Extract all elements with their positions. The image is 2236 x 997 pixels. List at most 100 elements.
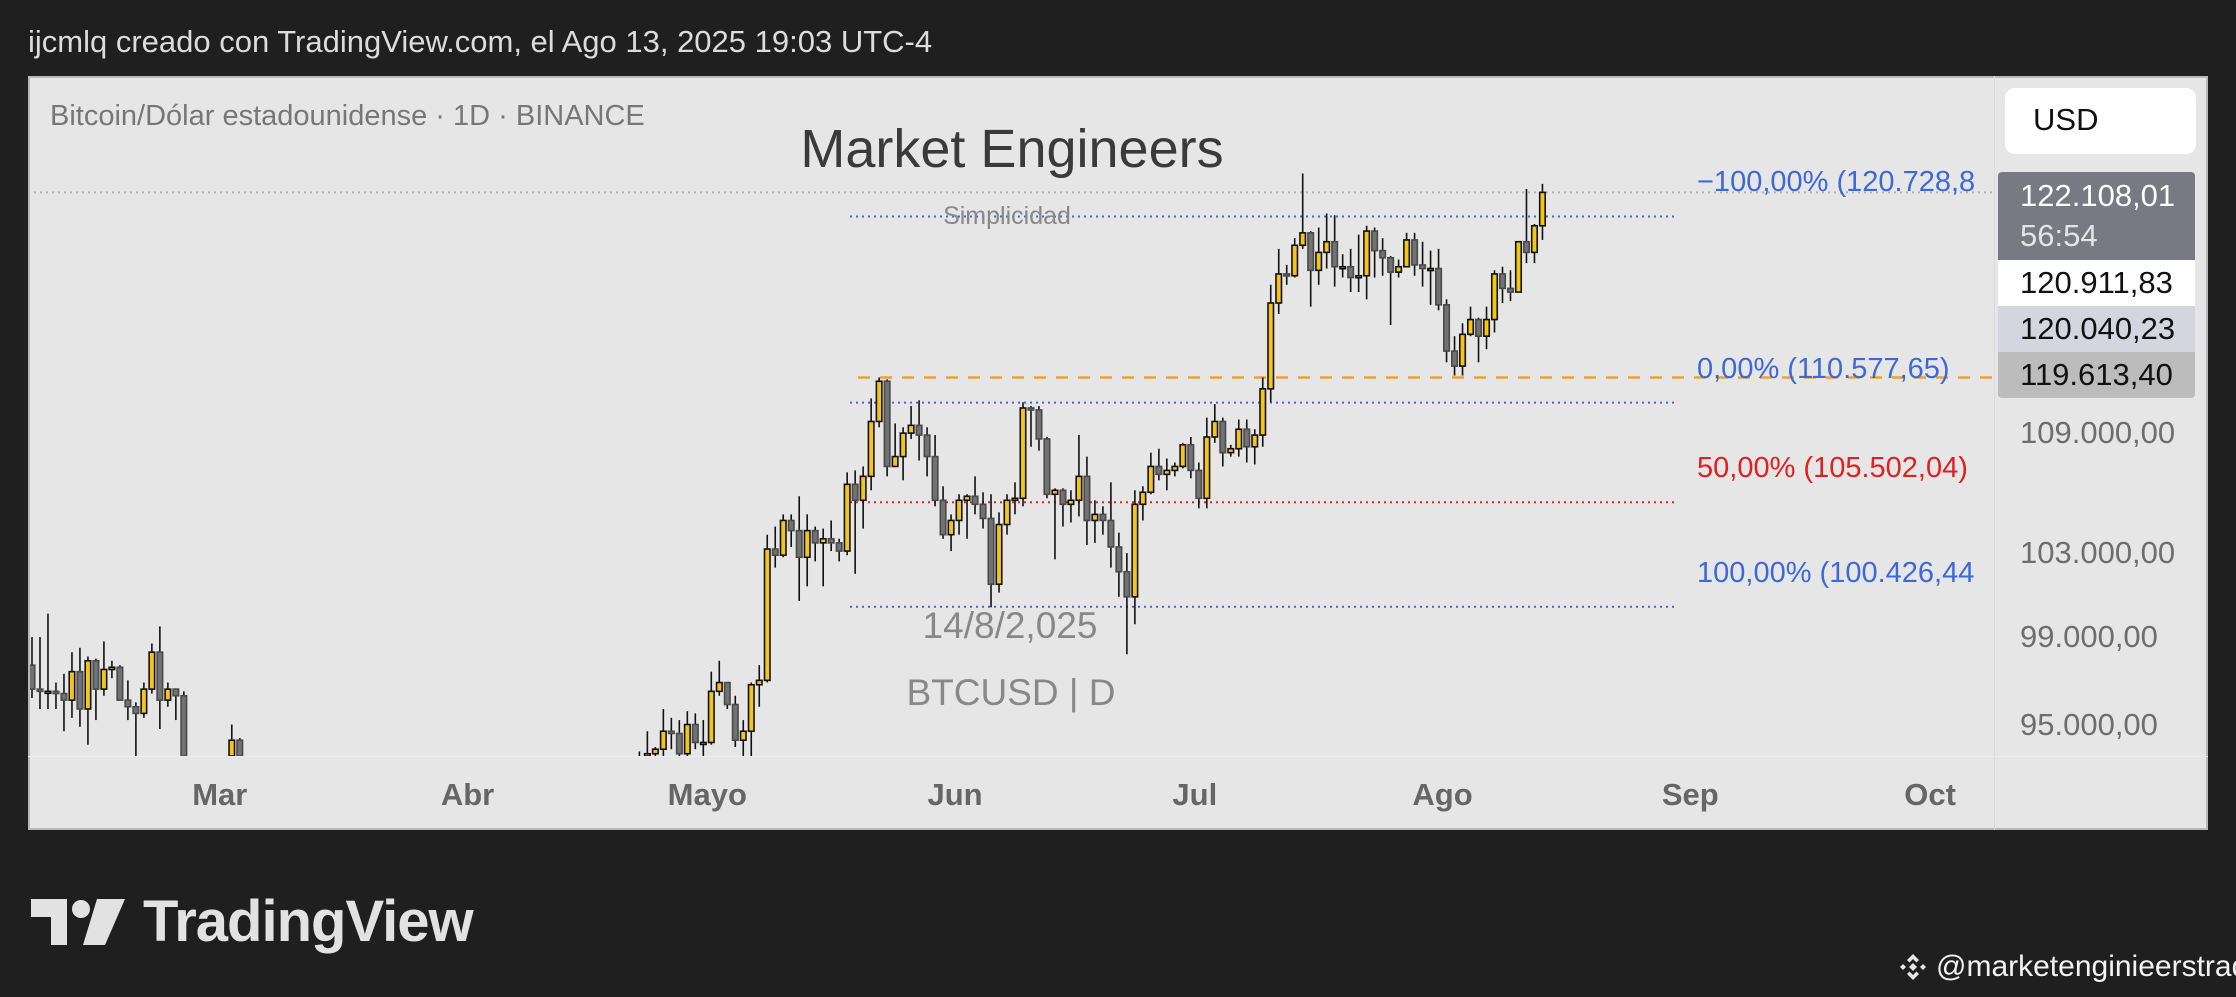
candle-body-down [116, 666, 124, 701]
candle [1403, 232, 1411, 268]
candle [955, 494, 963, 535]
chart-panel[interactable] [28, 76, 2208, 830]
candle [1466, 306, 1475, 337]
price-tick-label: 109.000,00 [2020, 415, 2176, 451]
candle [92, 658, 100, 721]
candle-body-down [1099, 513, 1107, 522]
candle [1275, 248, 1283, 315]
candle-body-up [148, 651, 156, 690]
candle [659, 708, 667, 756]
currency-button[interactable]: USD [2005, 88, 2196, 154]
candle-body-up [859, 475, 867, 502]
candle-body-down [1451, 350, 1459, 367]
time-tick-label: Mar [192, 777, 248, 812]
candle [1474, 317, 1483, 363]
candle [1107, 482, 1115, 568]
candle [1195, 462, 1203, 509]
candle-body-up [140, 688, 148, 715]
candle-body-down [1043, 438, 1051, 496]
candle [835, 538, 843, 562]
candle [723, 681, 731, 709]
candle [1395, 259, 1403, 278]
candle-body-up [1514, 240, 1523, 293]
candle [931, 435, 939, 507]
annotation-subtitle[interactable]: Simplicidad [943, 202, 1071, 230]
candle-body-down [1379, 249, 1387, 259]
candle [1171, 462, 1179, 477]
candle [1235, 419, 1243, 457]
candle-body-down [1387, 256, 1395, 273]
candle [707, 671, 715, 745]
candle-body-down [1059, 489, 1067, 506]
bar-countdown: 56:54 [2020, 218, 2098, 253]
candle-body-up [228, 739, 236, 756]
candle [1506, 270, 1515, 302]
candle [947, 514, 955, 552]
candle [1291, 238, 1299, 278]
candle [1003, 494, 1011, 535]
candle [675, 720, 683, 756]
candle-body-down [667, 730, 675, 735]
candle [1315, 227, 1323, 285]
candles-layer [30, 173, 1547, 756]
candle-body-down [1307, 232, 1315, 272]
candle [1051, 488, 1059, 560]
candle [1498, 266, 1507, 304]
candle-body-up [44, 690, 52, 695]
candle-body-up [68, 670, 76, 701]
candle [172, 688, 180, 721]
candle [1514, 240, 1523, 293]
candle-body-down [1219, 420, 1227, 454]
candle [1043, 437, 1051, 499]
candle [651, 746, 659, 756]
candle-body-down [92, 659, 100, 690]
candle-body-down [691, 723, 699, 744]
candle-body-down [1027, 407, 1035, 411]
candle-body-up [651, 748, 659, 755]
candle-body-up [1267, 302, 1275, 390]
candle-body-down [723, 681, 731, 706]
candle [979, 492, 987, 529]
candle-body-down [1443, 304, 1451, 352]
candle-body-up [1171, 465, 1179, 472]
candle [715, 660, 723, 696]
candle [771, 526, 779, 568]
candle-body-down [60, 692, 68, 701]
candle-body-up [1147, 465, 1155, 494]
candle [883, 379, 891, 477]
candle-body-down [1123, 570, 1131, 598]
candle [60, 673, 68, 732]
candle [1387, 255, 1395, 326]
annotation-title[interactable]: Market Engineers [800, 119, 1224, 179]
candle [1323, 213, 1331, 269]
candle [699, 720, 707, 756]
symbol-legend[interactable]: Bitcoin/Dólar estadounidense · 1D · BINA… [50, 100, 645, 132]
candle-body-down [915, 424, 923, 436]
candle-body-down [1498, 273, 1507, 290]
candle-body-down [971, 495, 979, 506]
annotation-symbol[interactable]: BTCUSD | D [906, 672, 1116, 713]
candle-body-up [1259, 388, 1267, 436]
candle-body-up [739, 730, 747, 742]
candle [1083, 456, 1091, 545]
candle [1482, 306, 1491, 350]
author-watermark[interactable]: @marketenginieerstrad... [1898, 950, 2236, 984]
candle-body-down [1283, 273, 1291, 277]
candle [963, 494, 971, 539]
tradingview-logo[interactable]: TradingView [31, 888, 474, 955]
fib-label-100: 100,00% (100.426,44 [1697, 556, 1975, 589]
candle-body-up [747, 683, 755, 733]
time-tick-label: Jul [1172, 777, 1218, 812]
candle [1179, 442, 1187, 469]
annotation-date[interactable]: 14/8/2,025 [922, 605, 1098, 646]
candle-body-up [1299, 232, 1307, 247]
candle [148, 643, 156, 694]
candle [30, 637, 36, 698]
candle-body-up [1067, 499, 1075, 506]
candle-body-down [236, 739, 244, 756]
candle [52, 682, 60, 709]
candle [667, 717, 675, 750]
candle-body-up [1179, 444, 1187, 468]
candle-body-up [659, 730, 667, 751]
